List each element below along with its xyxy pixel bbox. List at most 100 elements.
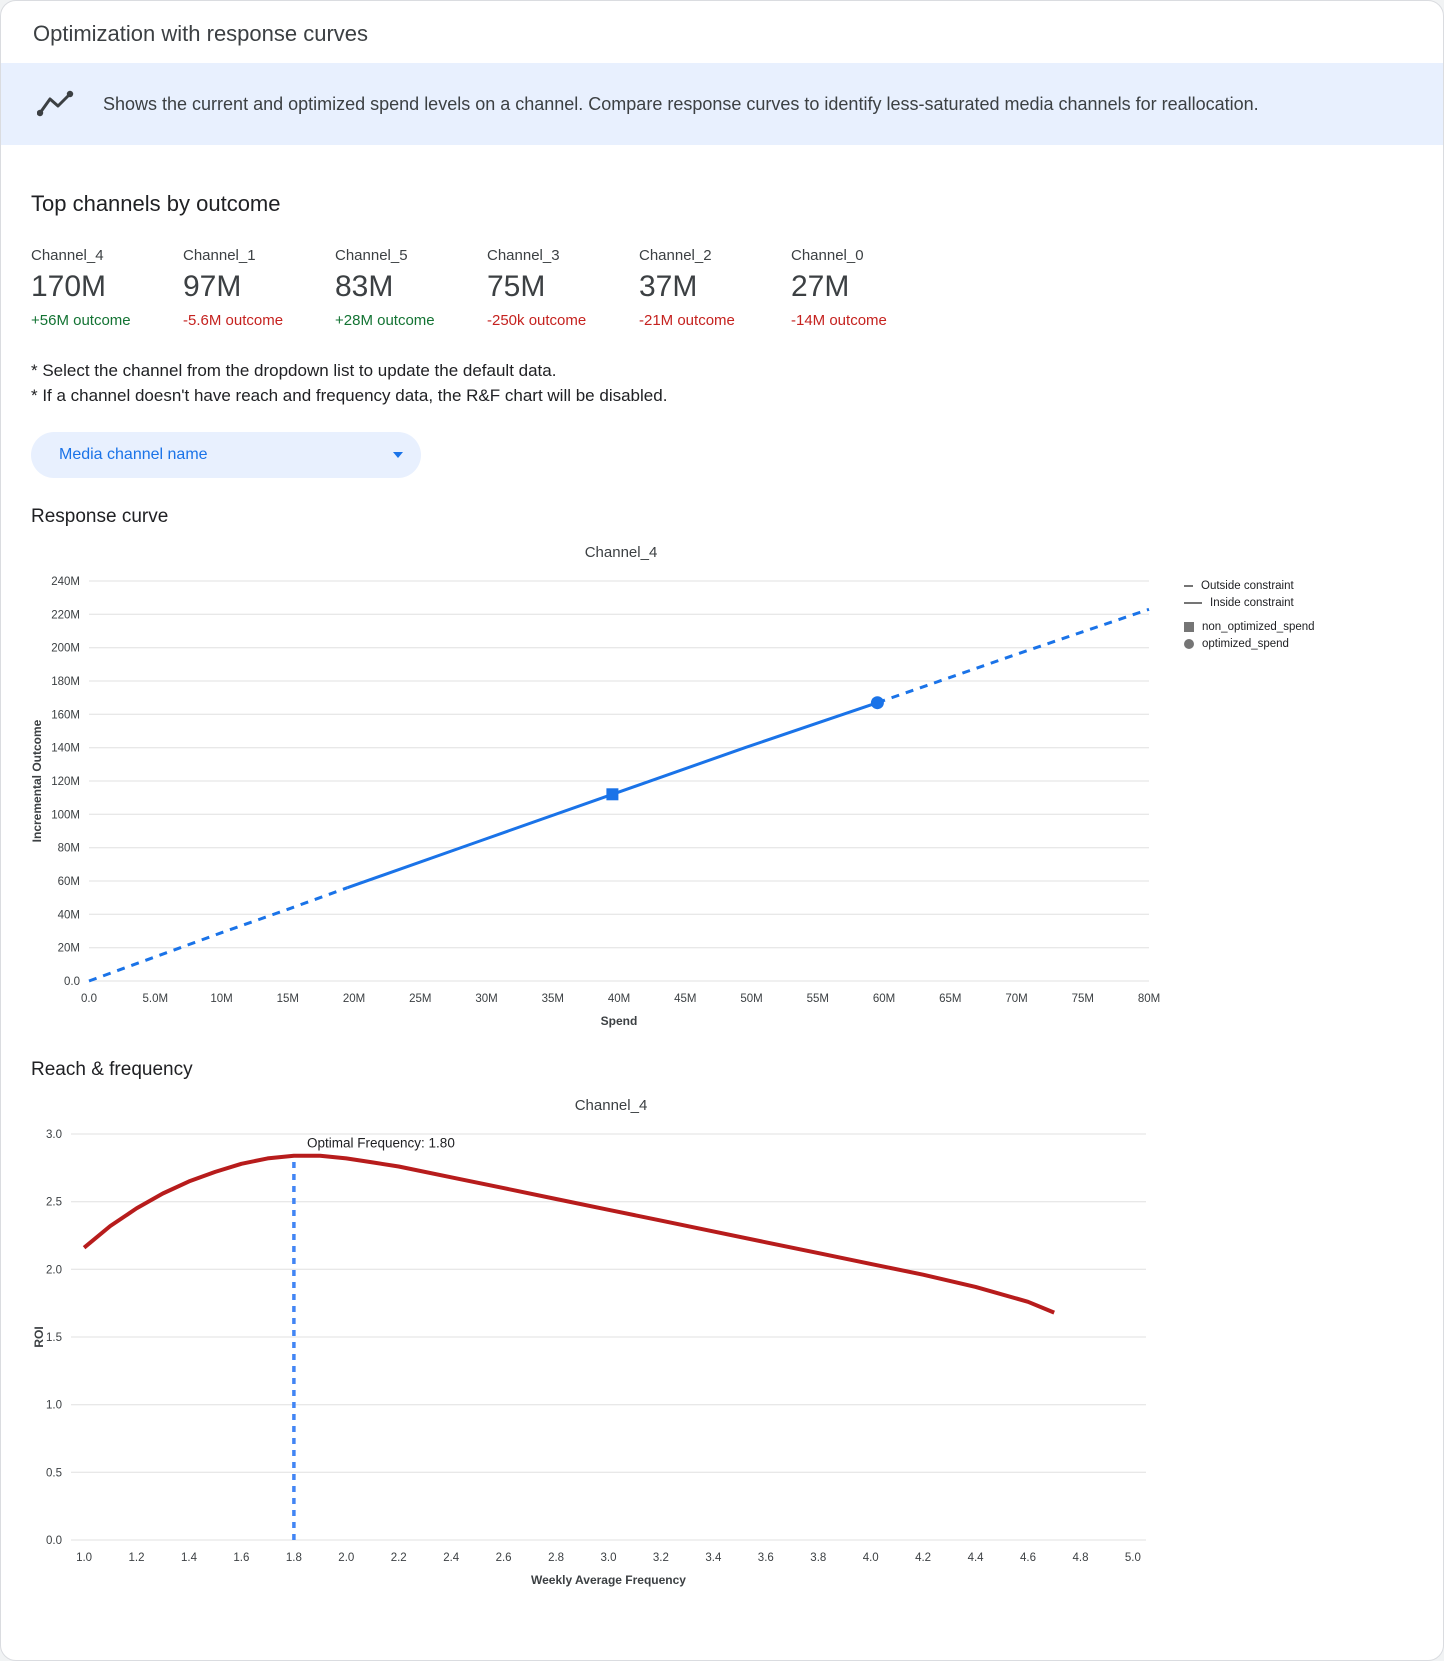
response-curve-chart: Channel_4 0.0 20M 40M 60M 80M 100M 120M 140M 160… <box>31 544 1415 1031</box>
response-curve-title: Channel_4 <box>584 544 658 562</box>
svg-text:2.0: 2.0 <box>46 1265 62 1277</box>
svg-text:2.0: 2.0 <box>338 1552 354 1564</box>
response-curve-plot: 0.0 20M 40M 60M 80M 100M 120M 140M 160M 180M 200M 2… <box>31 576 1160 1028</box>
legend-label: non_optimized_spend <box>1202 621 1315 634</box>
svg-text:3.0: 3.0 <box>46 1129 62 1141</box>
channel-card: Channel_5 83M +28M outcome <box>335 247 487 329</box>
channel-delta: -250k outcome <box>487 312 587 329</box>
channel-delta: -21M outcome <box>639 312 735 329</box>
svg-text:35M: 35M <box>542 993 564 1005</box>
svg-text:30M: 30M <box>475 993 497 1005</box>
channel-card: Channel_0 27M -14M outcome <box>791 247 943 329</box>
legend-item-outside-constraint: Outside constraint <box>1184 580 1315 592</box>
svg-text:65M: 65M <box>939 993 961 1005</box>
svg-text:80M: 80M <box>1138 993 1160 1005</box>
svg-text:2.4: 2.4 <box>443 1552 460 1564</box>
response-curve-legend: Outside constraint Inside constraint non… <box>1184 580 1315 655</box>
channel-name: Channel_4 <box>31 247 104 264</box>
channel-name: Channel_1 <box>183 247 256 264</box>
legend-item-optimized-spend: optimized_spend <box>1184 638 1315 650</box>
svg-text:1.8: 1.8 <box>286 1552 302 1564</box>
legend-label: Outside constraint <box>1201 580 1294 593</box>
notes: * Select the channel from the dropdown l… <box>31 359 1413 408</box>
channel-card: Channel_2 37M -21M outcome <box>639 247 791 329</box>
channel-delta: +28M outcome <box>335 312 435 329</box>
svg-text:3.6: 3.6 <box>758 1552 774 1564</box>
square-marker-swatch-icon <box>1184 622 1194 633</box>
svg-text:40M: 40M <box>608 993 630 1005</box>
media-channel-dropdown[interactable]: Media channel name <box>31 432 421 479</box>
channel-delta: +56M outcome <box>31 312 131 329</box>
svg-text:20M: 20M <box>343 993 365 1005</box>
chevron-down-icon <box>393 452 403 459</box>
legend-label: optimized_spend <box>1202 638 1289 651</box>
note-line: * If a channel doesn't have reach and fr… <box>31 385 668 405</box>
svg-text:Spend: Spend <box>601 1014 638 1028</box>
svg-text:4.8: 4.8 <box>1073 1552 1089 1564</box>
svg-text:140M: 140M <box>51 743 80 755</box>
svg-text:60M: 60M <box>58 876 80 888</box>
svg-text:Incremental Outcome: Incremental Outcome <box>31 720 44 843</box>
channel-card: Channel_4 170M +56M outcome <box>31 247 183 329</box>
reach-frequency-heading: Reach & frequency <box>31 1059 193 1081</box>
note-line: * Select the channel from the dropdown l… <box>31 361 557 380</box>
svg-text:1.0: 1.0 <box>76 1552 92 1564</box>
info-banner: Shows the current and optimized spend le… <box>1 63 1443 145</box>
channel-value: 37M <box>639 270 698 303</box>
svg-text:2.6: 2.6 <box>496 1552 512 1564</box>
channel-name: Channel_3 <box>487 247 560 264</box>
svg-text:60M: 60M <box>873 993 895 1005</box>
svg-text:ROI: ROI <box>32 1327 46 1348</box>
svg-text:1.4: 1.4 <box>181 1552 198 1564</box>
circle-marker-swatch-icon <box>1184 639 1194 650</box>
channel-value: 97M <box>183 270 242 303</box>
svg-text:120M: 120M <box>51 776 80 788</box>
svg-text:55M: 55M <box>807 993 829 1005</box>
svg-text:Weekly Average Frequency: Weekly Average Frequency <box>531 1573 686 1587</box>
svg-text:0.0: 0.0 <box>81 993 97 1005</box>
page-header: Optimization with response curves <box>1 1 1443 63</box>
legend-label: Inside constraint <box>1210 597 1294 610</box>
svg-text:15M: 15M <box>277 993 299 1005</box>
svg-text:70M: 70M <box>1005 993 1027 1005</box>
svg-text:Optimal Frequency: 1.80: Optimal Frequency: 1.80 <box>307 1136 455 1151</box>
svg-text:80M: 80M <box>58 843 80 855</box>
svg-text:4.0: 4.0 <box>863 1552 879 1564</box>
svg-text:100M: 100M <box>51 810 80 822</box>
svg-text:5.0: 5.0 <box>1125 1552 1141 1564</box>
svg-text:0.0: 0.0 <box>46 1535 62 1547</box>
channel-delta: -5.6M outcome <box>183 312 284 329</box>
trend-chart-icon <box>37 89 77 119</box>
svg-text:40M: 40M <box>58 910 80 922</box>
svg-text:50M: 50M <box>740 993 762 1005</box>
svg-text:2.8: 2.8 <box>548 1552 564 1564</box>
solid-line-swatch-icon <box>1184 602 1202 605</box>
svg-text:3.2: 3.2 <box>653 1552 669 1564</box>
svg-text:3.0: 3.0 <box>601 1552 617 1564</box>
svg-text:20M: 20M <box>58 943 80 955</box>
banner-text: Shows the current and optimized spend le… <box>103 93 1259 114</box>
svg-text:4.6: 4.6 <box>1020 1552 1036 1564</box>
svg-text:160M: 160M <box>51 710 80 722</box>
channel-value: 83M <box>335 270 394 303</box>
svg-text:240M: 240M <box>51 576 80 588</box>
channel-name: Channel_5 <box>335 247 408 264</box>
channel-delta: -14M outcome <box>791 312 887 329</box>
svg-text:3.8: 3.8 <box>810 1552 826 1564</box>
svg-text:1.6: 1.6 <box>233 1552 249 1564</box>
svg-text:45M: 45M <box>674 993 696 1005</box>
svg-text:2.2: 2.2 <box>391 1552 407 1564</box>
top-channels-heading: Top channels by outcome <box>31 191 281 216</box>
svg-text:0.5: 0.5 <box>46 1468 62 1480</box>
page-title: Optimization with response curves <box>33 21 369 46</box>
svg-text:4.2: 4.2 <box>915 1552 931 1564</box>
svg-text:1.2: 1.2 <box>129 1552 145 1564</box>
channel-name: Channel_2 <box>639 247 712 264</box>
svg-text:200M: 200M <box>51 643 80 655</box>
channel-value: 75M <box>487 270 546 303</box>
channel-card: Channel_1 97M -5.6M outcome <box>183 247 335 329</box>
top-channels-row: Channel_4 170M +56M outcome Channel_1 97… <box>31 247 1413 329</box>
response-curve-heading: Response curve <box>31 506 169 528</box>
reach-frequency-plot: 0.0 0.5 1.0 1.5 2.0 2.5 3.0 1.0 1.2 1.4 1.6 1.8 2.0 2… <box>32 1129 1146 1587</box>
